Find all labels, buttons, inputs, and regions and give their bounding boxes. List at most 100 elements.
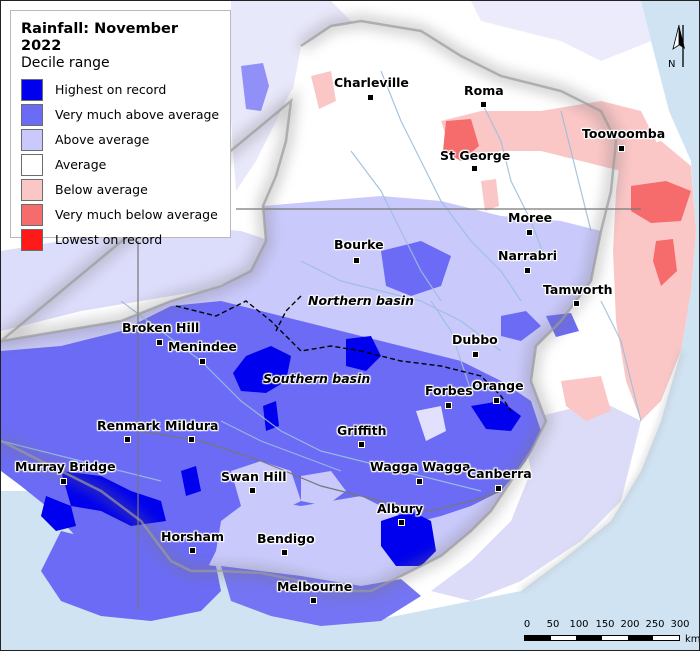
very-much-below-2 [631,181,691,223]
legend-label: Average [55,157,107,172]
legend-label: Very much above average [55,107,220,122]
town-marker-toowoomba [618,145,625,152]
town-label-tamworth: Tamworth [543,282,613,297]
average-pocket-2 [231,461,301,516]
town-marker-tamworth [573,300,580,307]
town-marker-horsham [189,547,196,554]
legend-swatch [21,78,43,101]
basin-divider [175,300,512,412]
town-marker-moree [526,229,533,236]
town-marker-bendigo [281,549,288,556]
town-label-charleville: Charleville [334,75,409,90]
scale-tick: 300 [670,619,690,630]
legend-swatch [21,128,43,151]
scale-bar: 0 50 100 150 200 250 300 km [516,619,699,649]
legend-label: Below average [55,182,148,197]
basin-boundary-line [1,19,618,593]
legend-swatch [21,203,43,226]
legend-row-above: Above average [21,127,220,152]
town-label-albury: Albury [377,501,424,516]
town-marker-narrabri [524,267,531,274]
record-high-central [233,346,291,393]
below-average-charleville [311,71,336,109]
legend-row-below: Below average [21,177,220,202]
town-label-dubbo: Dubbo [452,332,498,347]
region-outside-west [1,226,271,331]
town-marker-wagga-wagga [416,478,423,485]
very-much-above-north [241,63,269,111]
legend-swatch [21,178,43,201]
north-arrow-icon: N [668,24,685,69]
scale-tick: 250 [645,619,665,630]
scale-tick: 150 [595,619,615,630]
region-outside-ne [471,1,651,61]
very-much-above-dubbo [501,311,541,341]
town-marker-griffith [358,441,365,448]
town-marker-st-george [471,165,478,172]
town-label-bourke: Bourke [334,237,384,252]
legend-label: Lowest on record [55,232,163,247]
legend-swatch [21,153,43,176]
town-label-canberra: Canberra [467,466,532,481]
town-marker-bourke [353,257,360,264]
town-label-griffith: Griffith [337,423,387,438]
legend-swatch [21,103,43,126]
town-label-toowoomba: Toowoomba [582,126,666,141]
town-label-roma: Roma [464,83,504,98]
scale-tick: 0 [523,619,531,630]
state-borders [137,208,641,611]
town-label-wagga-wagga: Wagga Wagga [370,459,471,474]
record-high-central2 [346,336,381,371]
town-marker-charleville [367,94,374,101]
scale-bar-ticks: 0 50 100 150 200 250 300 [516,619,696,633]
scale-bar-segments [524,635,680,641]
town-marker-dubbo [472,351,479,358]
map-legend: Rainfall: November 2022 Decile range Hig… [10,10,231,251]
record-high-small [263,401,279,431]
town-label-murray-bridge: Murray Bridge [15,459,116,474]
town-marker-forbes [445,402,452,409]
basin-divider-north [275,295,302,332]
coast-shadow [519,350,684,594]
town-marker-orange [493,397,500,404]
record-high-swan [181,466,201,496]
town-marker-renmark [124,436,131,443]
very-much-above-vic2 [221,566,421,626]
town-label-orange: Orange [472,378,524,393]
scale-unit: km [685,634,700,645]
river-network [1,70,642,492]
town-label-narrabri: Narrabri [498,248,558,263]
town-marker-menindee [199,358,206,365]
town-marker-swan-hill [249,487,256,494]
below-average-nsw [561,376,611,421]
record-high-sa [41,496,76,531]
record-high-orange [471,401,521,431]
below-average-bourke [481,179,499,211]
legend-label: Very much below average [55,207,218,222]
town-label-menindee: Menindee [168,339,237,354]
legend-row-very-much-below: Very much below average [21,202,220,227]
northern-basin-label: Northern basin [308,293,414,308]
scale-tick: 100 [569,619,589,630]
legend-row-very-much-above: Very much above average [21,102,220,127]
southern-basin-label: Southern basin [263,371,371,386]
town-marker-broken-hill [156,339,163,346]
legend-subtitle: Decile range [21,55,110,71]
legend-row-lowest: Lowest on record [21,227,220,252]
town-label-moree: Moree [508,210,553,225]
very-much-above-vic [41,531,221,621]
town-label-melbourne: Melbourne [277,579,353,594]
town-label-swan-hill: Swan Hill [221,469,287,484]
scale-tick: 200 [620,619,640,630]
town-label-renmark: Renmark [97,418,160,433]
town-label-forbes: Forbes [425,383,473,398]
legend-title: Rainfall: November 2022 [21,21,178,54]
north-label: N [668,59,675,69]
legend-row-highest: Highest on record [21,77,220,102]
average-pocket-3 [301,471,346,506]
town-marker-mildura [188,436,195,443]
town-label-bendigo: Bendigo [257,531,315,546]
record-high-albury [381,511,436,566]
